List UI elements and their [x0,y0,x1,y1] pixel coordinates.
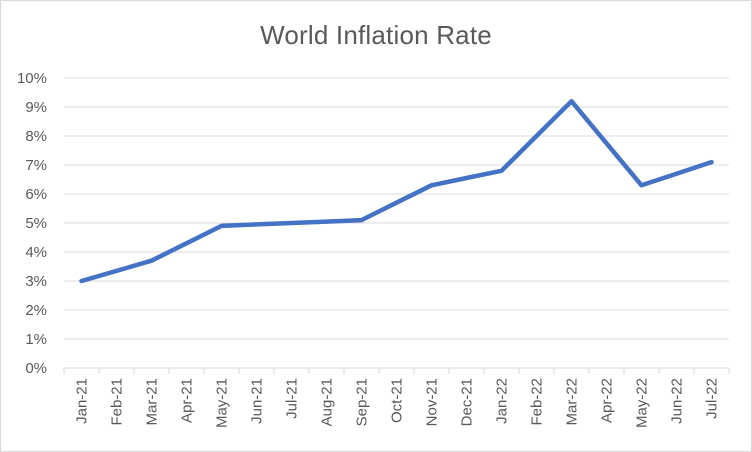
x-tick-label: Mar-22 [564,378,581,426]
y-tick-label: 7% [25,157,47,174]
x-axis: Jan-21 Feb-21 Mar-21 Apr-21 May-21 Jun-21 Jul-… [63,368,730,428]
x-tick-label: May-21 [214,378,231,428]
y-tick-label: 9% [25,99,47,116]
y-tick-label: 0% [25,360,47,377]
y-tick-label: 8% [25,128,47,145]
x-tick-label: Jul-22 [704,378,721,419]
x-tick-label: Sep-21 [354,378,371,426]
y-tick-label: 5% [25,215,47,232]
x-tick-label: Dec-21 [459,378,476,426]
y-tick-label: 6% [25,186,47,203]
x-tick-label: Apr-21 [179,378,196,423]
x-tick-label: Nov-21 [424,378,441,426]
y-axis: 0% 1% 2% 3% 4% 5% 6% 7% 8% 9% 10% [17,70,47,377]
x-tick-label: Mar-21 [144,378,161,426]
x-tick-label: Aug-21 [319,378,336,426]
y-tick-label: 2% [25,302,47,319]
series-line [79,98,714,284]
x-tick-label: Oct-21 [389,378,406,423]
y-tick-label: 1% [25,331,47,348]
x-tick-label: May-22 [634,378,651,428]
gridlines [64,77,729,369]
x-tick-label: Feb-22 [529,378,546,426]
chart-title: World Inflation Rate [260,20,492,50]
x-tick-label: Jul-21 [284,378,301,419]
series-layer [79,98,714,284]
x-tick-label: Jun-21 [249,378,266,424]
x-tick-label: Jan-22 [494,378,511,424]
x-tick-label: Jun-22 [669,378,686,424]
y-tick-label: 3% [25,273,47,290]
x-tick-label: Jan-21 [74,378,91,424]
x-tick-label: Apr-22 [599,378,616,423]
y-tick-label: 10% [17,70,47,87]
y-tick-label: 4% [25,244,47,261]
x-tick-label: Feb-21 [109,378,126,426]
